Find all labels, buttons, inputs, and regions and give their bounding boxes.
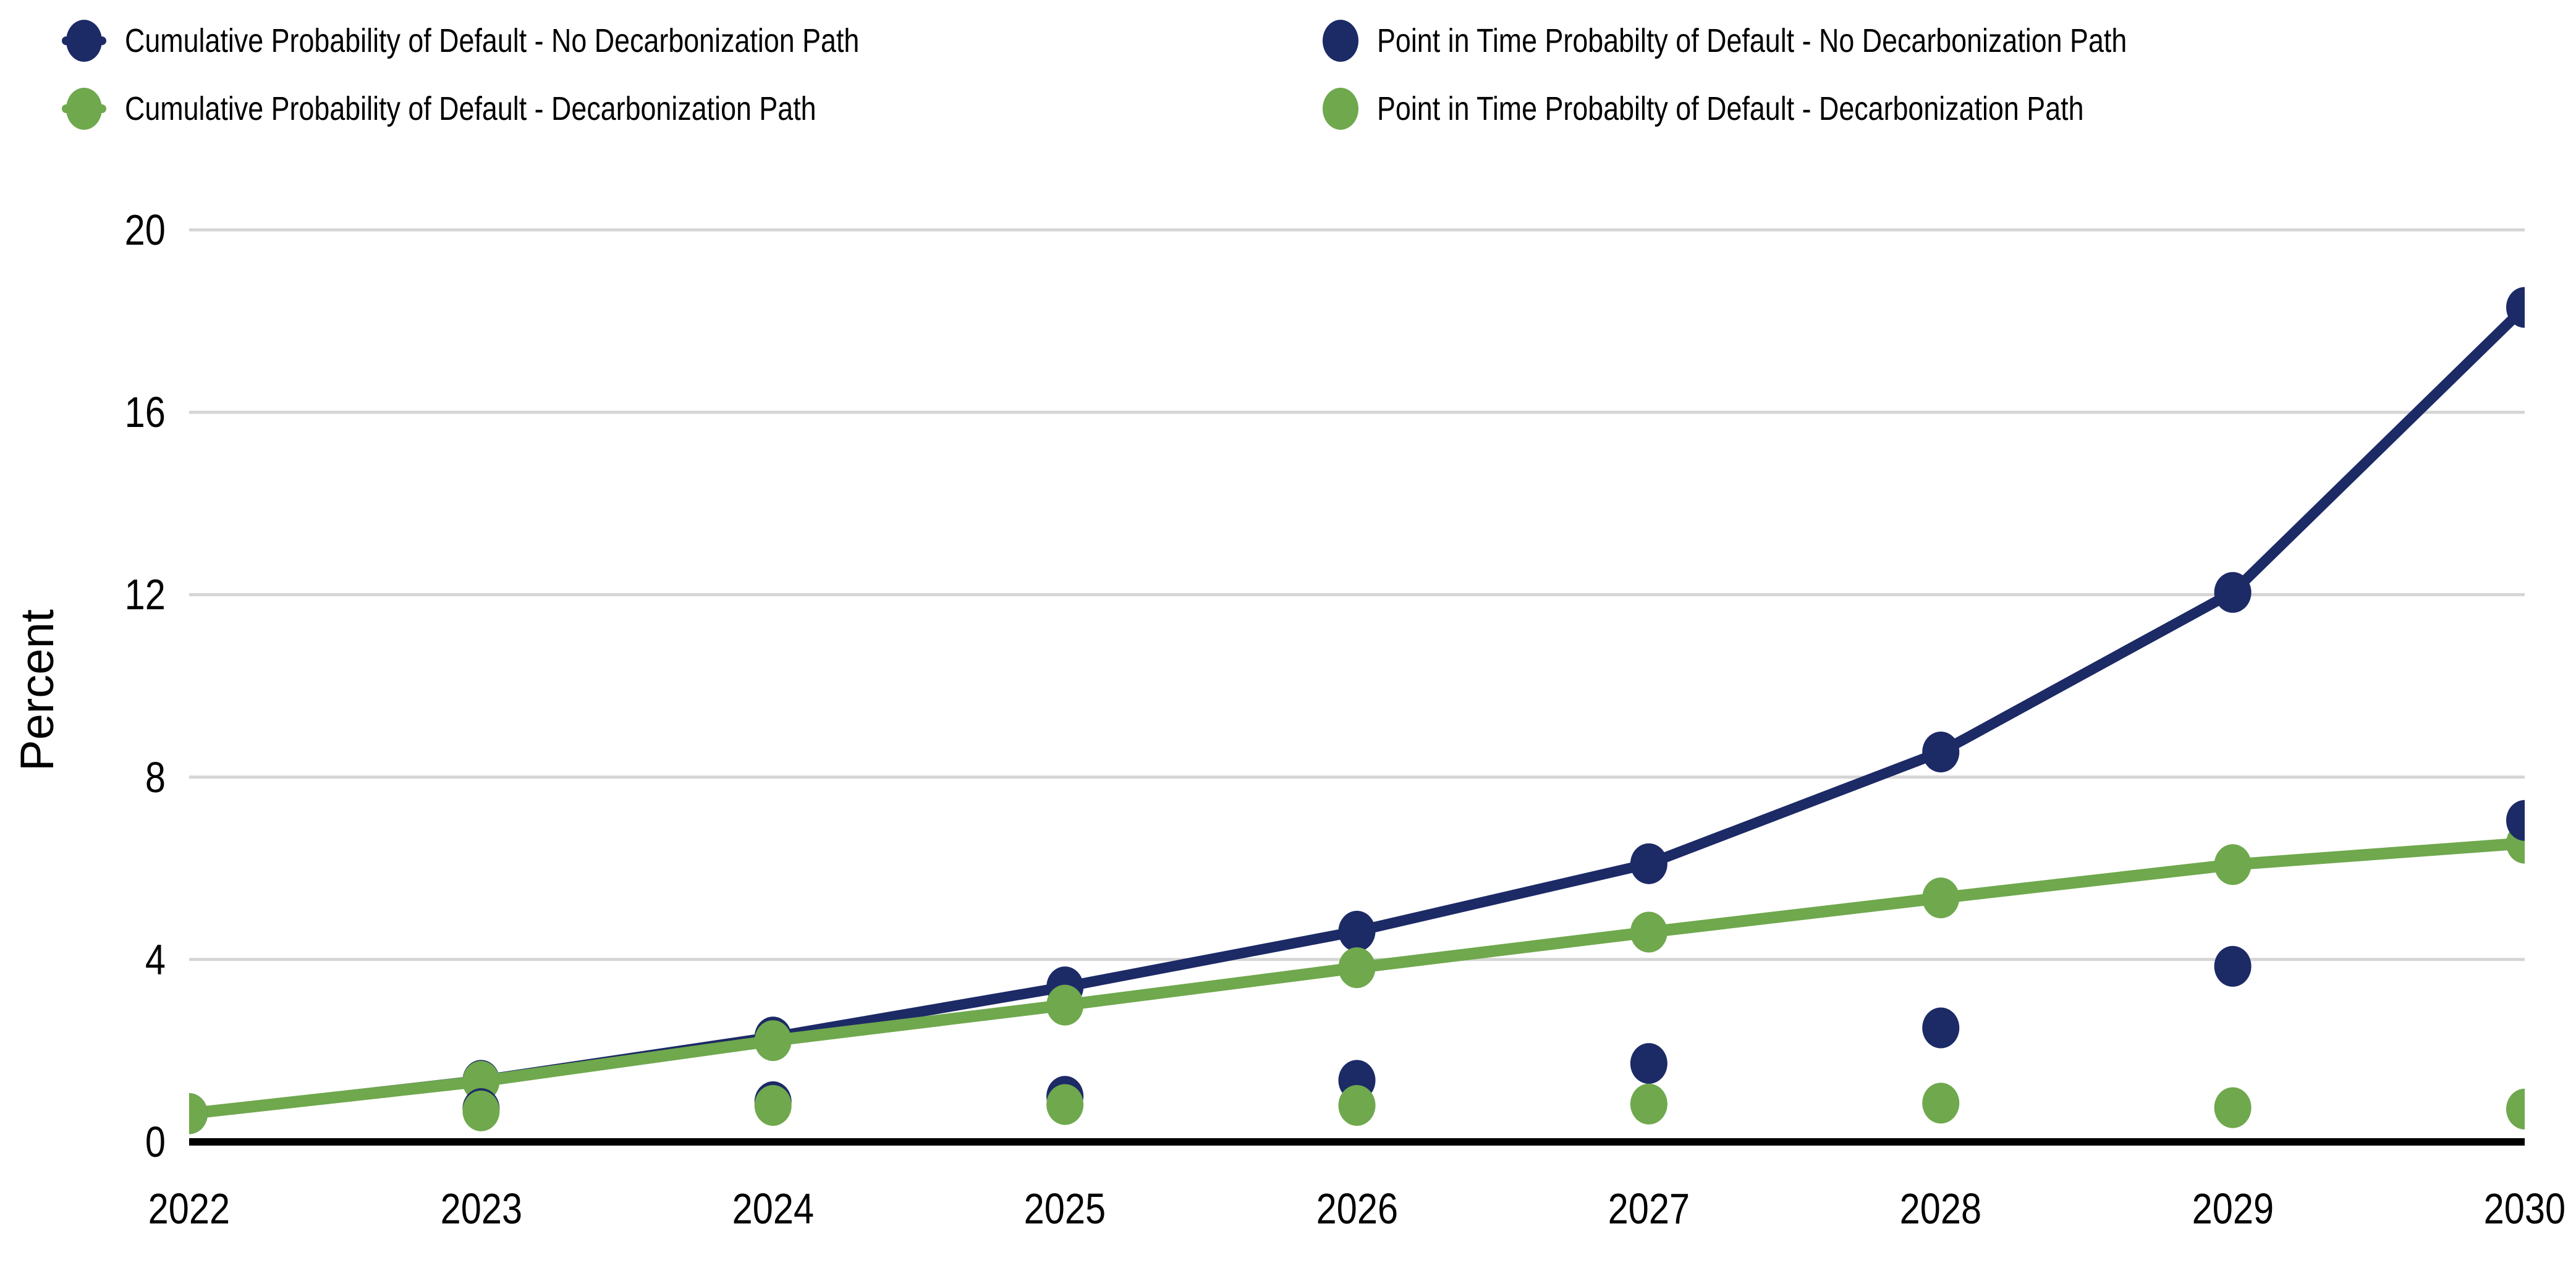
scatter-point — [1630, 1043, 1667, 1084]
y-tick-label: 8 — [145, 753, 166, 801]
x-tick-label: 2030 — [2483, 1185, 2566, 1233]
legend-item-pit-no-decarbonization: Point in Time Probabilty of Default - No… — [1323, 19, 2281, 63]
legend-line-dot-marker-icon — [62, 19, 106, 63]
line-marker — [2506, 287, 2525, 328]
scatter-point — [2506, 1088, 2525, 1130]
y-tick-label: 12 — [124, 570, 166, 619]
line-marker — [2214, 572, 2252, 613]
line-marker — [1338, 911, 1376, 952]
scatter-point — [1630, 1083, 1667, 1125]
line-marker — [1922, 732, 1960, 773]
scatter-point — [189, 1093, 208, 1134]
line-marker — [1922, 877, 1960, 919]
legend-item-cumulative-decarbonization: Cumulative Probability of Default - Deca… — [62, 87, 958, 131]
scatter-point — [462, 1090, 500, 1131]
line-marker — [2214, 844, 2252, 885]
legend-item-cumulative-no-decarbonization: Cumulative Probability of Default - No D… — [62, 19, 1010, 63]
legend-label: Point in Time Probabilty of Default - No… — [1377, 22, 2127, 59]
y-tick-label: 4 — [145, 935, 166, 984]
y-tick-label: 20 — [124, 206, 166, 254]
x-tick-label: 2028 — [1900, 1185, 1982, 1233]
x-tick-label: 2027 — [1608, 1185, 1690, 1233]
x-tick-label: 2029 — [2192, 1185, 2274, 1233]
scatter-point — [2214, 1087, 2252, 1128]
line-marker — [1338, 947, 1376, 989]
legend-label: Point in Time Probabilty of Default - De… — [1377, 90, 2084, 127]
scatter-point — [2214, 945, 2252, 987]
scatter-point — [1922, 1083, 1960, 1124]
scatter-point — [2506, 800, 2525, 841]
x-tick-label: 2025 — [1023, 1185, 1106, 1233]
y-tick-label: 16 — [124, 388, 166, 437]
x-tick-label: 2024 — [732, 1185, 814, 1233]
scatter-point — [1922, 1007, 1960, 1049]
legend-line-dot-marker-icon — [62, 87, 106, 131]
line-marker — [1630, 843, 1667, 884]
scatter-point — [1338, 1084, 1376, 1126]
x-tick-label: 2026 — [1316, 1185, 1398, 1233]
scatter-point — [754, 1084, 792, 1126]
line-marker — [754, 1020, 792, 1062]
legend-label: Cumulative Probability of Default - Deca… — [125, 90, 816, 127]
series-line — [189, 303, 2525, 1119]
x-tick-label: 2022 — [148, 1185, 231, 1233]
legend-dot-marker-icon — [1323, 87, 1358, 131]
line-marker — [1630, 911, 1667, 953]
legend-item-pit-decarbonization: Point in Time Probabilty of Default - De… — [1323, 87, 2229, 131]
legend-dot-marker-icon — [1323, 19, 1358, 63]
x-tick-label: 2023 — [440, 1185, 522, 1233]
y-tick-label: 0 — [145, 1118, 166, 1166]
line-marker — [1046, 984, 1084, 1026]
legend-label: Cumulative Probability of Default - No D… — [125, 22, 860, 59]
scatter-point — [1046, 1084, 1084, 1125]
